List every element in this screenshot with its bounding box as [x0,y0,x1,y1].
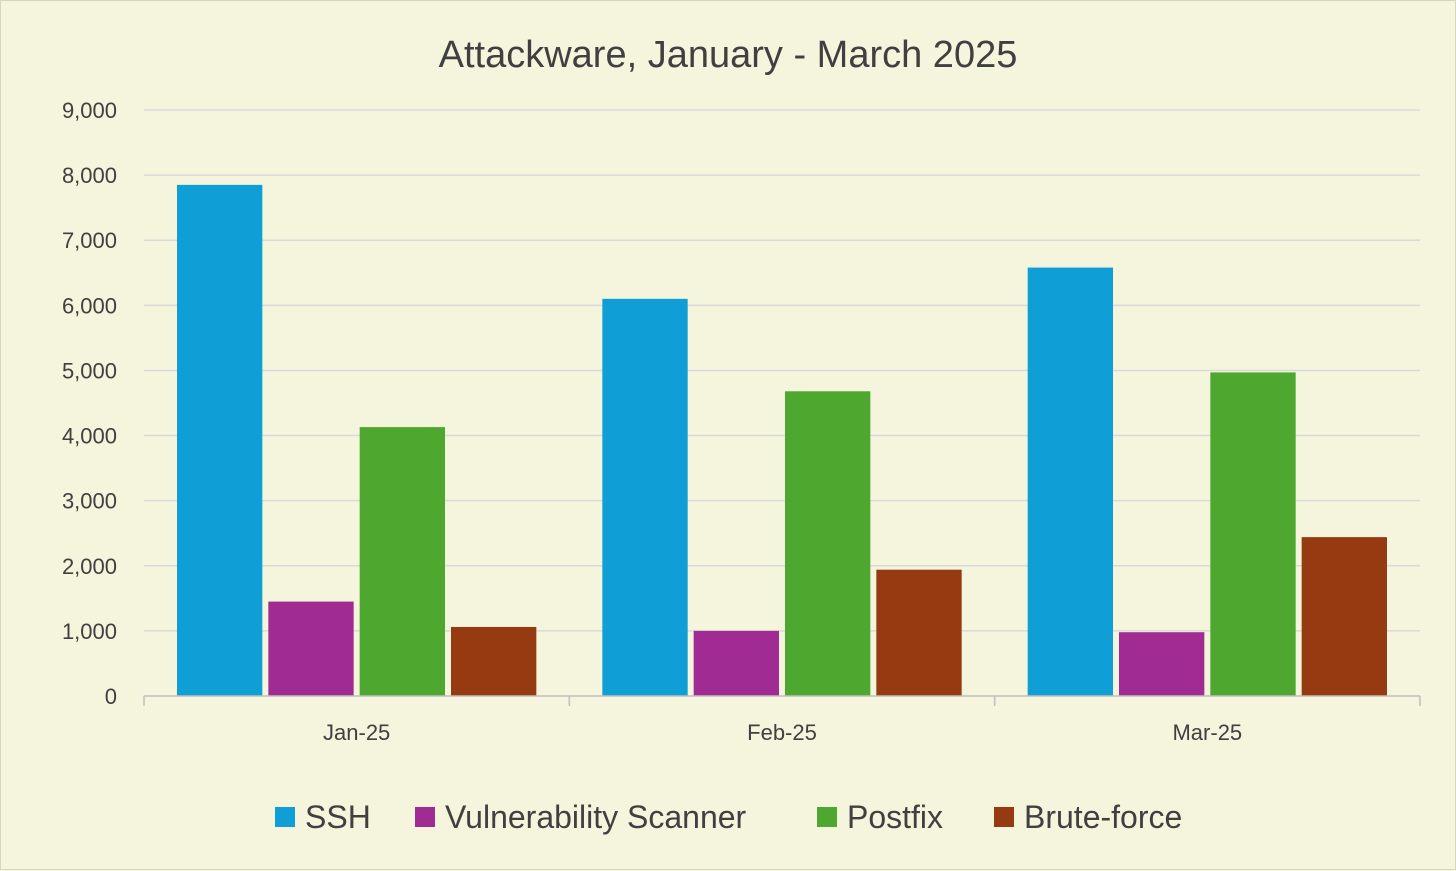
y-tick-label: 2,000 [62,554,117,579]
legend-swatch-ssh [275,807,295,827]
y-tick-label: 3,000 [62,489,117,514]
bar-postfix-mar-25 [1210,372,1296,696]
y-tick-label: 1,000 [62,619,117,644]
legend-swatch-vulnerability-scanner [415,807,435,827]
y-tick-label: 8,000 [62,163,117,188]
bar-postfix-jan-25 [359,427,445,696]
bar-vulnerability-scanner-jan-25 [268,601,354,696]
y-tick-label: 5,000 [62,358,117,383]
y-tick-label: 9,000 [62,98,117,123]
bar-ssh-feb-25 [602,298,688,696]
bar-brute-force-jan-25 [451,626,537,696]
legend-label-brute-force: Brute-force [1024,799,1182,835]
legend-label-vulnerability-scanner: Vulnerability Scanner [445,799,747,835]
x-axis [143,695,1421,706]
x-tick-label: Jan-25 [323,720,390,745]
y-tick-label: 6,000 [62,293,117,318]
bar-postfix-feb-25 [785,391,871,696]
y-tick-label: 0 [105,684,117,709]
chart-title: Attackware, January - March 2025 [439,34,1018,76]
legend-label-ssh: SSH [305,799,371,835]
bars [177,184,1387,696]
gridlines [144,109,1420,632]
bar-vulnerability-scanner-feb-25 [693,630,779,696]
legend-label-postfix: Postfix [847,799,943,835]
bar-vulnerability-scanner-mar-25 [1119,632,1205,696]
y-tick-label: 4,000 [62,424,117,449]
legend-swatch-brute-force [994,807,1014,827]
bar-ssh-mar-25 [1027,267,1113,696]
x-tick-label: Mar-25 [1172,720,1242,745]
x-axis-ticks: Jan-25 Feb-25 Mar-25 [323,720,1242,745]
legend: SSH Vulnerability Scanner Postfix Brute-for… [275,799,1182,835]
bar-brute-force-feb-25 [876,569,962,696]
y-axis-ticks: 0 1,000 2,000 3,000 4,000 5,000 6,000 7,000 8,00… [62,98,117,709]
y-tick-label: 7,000 [62,228,117,253]
legend-swatch-postfix [817,807,837,827]
bar-brute-force-mar-25 [1301,537,1387,696]
x-tick-label: Feb-25 [747,720,817,745]
bar-ssh-jan-25 [177,184,263,696]
